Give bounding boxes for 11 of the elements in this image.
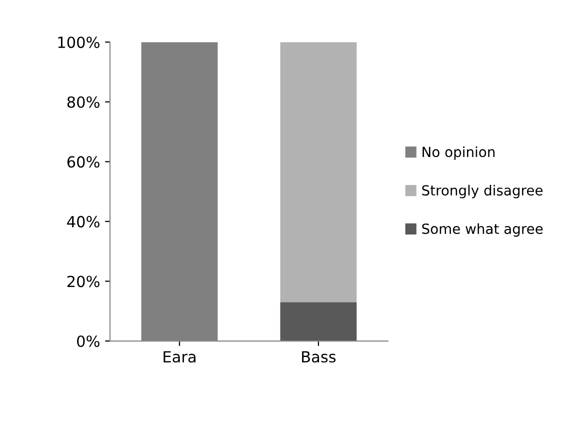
legend-label: Strongly disagree [422, 184, 543, 198]
y-tick-label: 0% [77, 335, 100, 348]
legend-label: No opinion [422, 146, 495, 160]
y-tick-label: 40% [67, 216, 100, 228]
legend-label: Some what agree [422, 223, 543, 237]
x-tick-label: Bass [302, 351, 336, 363]
y-tick-label: 60% [67, 156, 100, 168]
x-tick-label: Eara [164, 351, 196, 363]
y-tick-label: 20% [67, 276, 100, 288]
y-tick-label: 80% [67, 96, 100, 108]
y-tick-label: 100% [58, 36, 100, 48]
